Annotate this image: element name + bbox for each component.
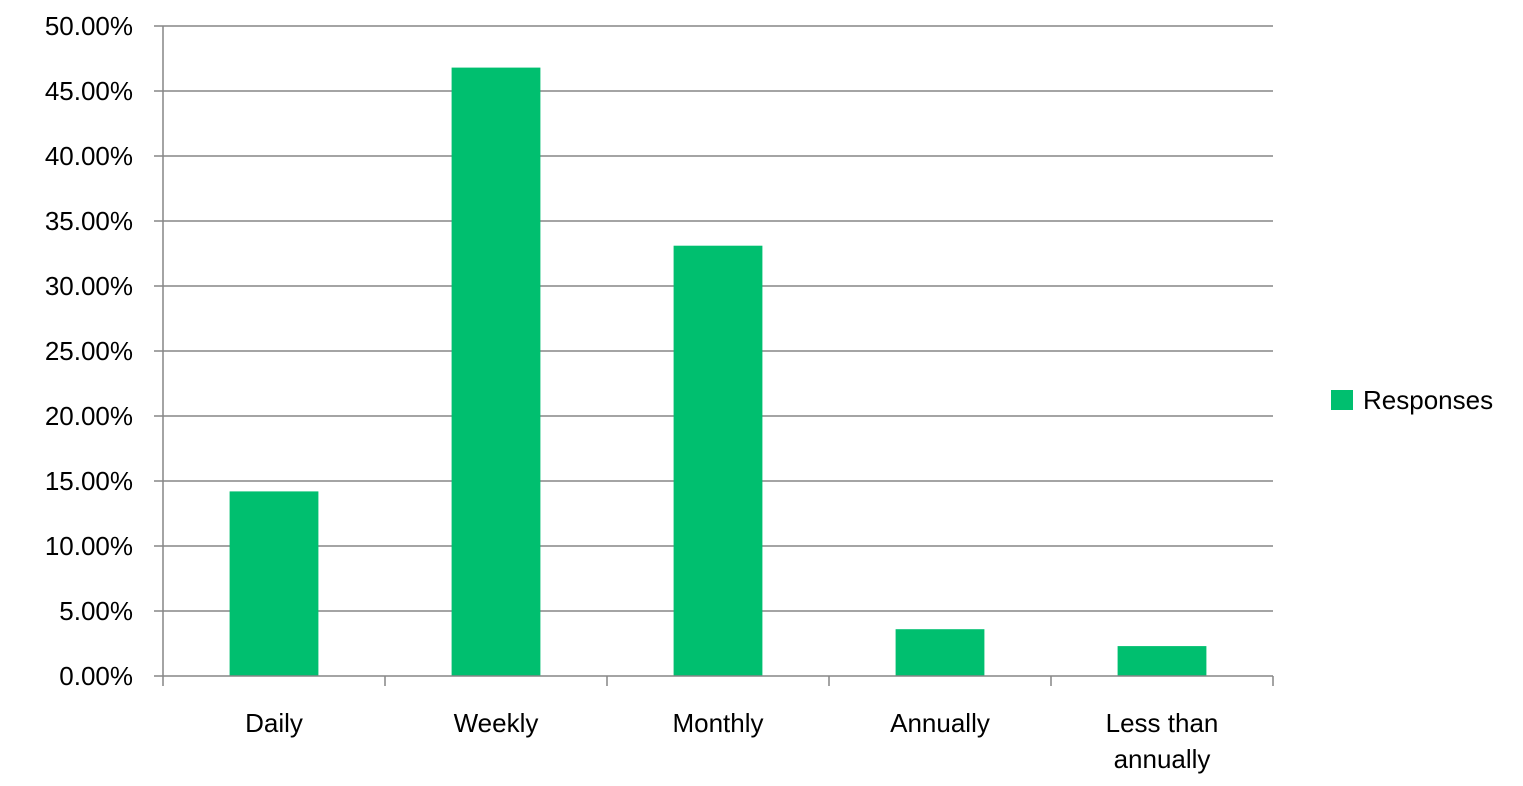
x-tick-label: Weekly [454, 708, 539, 738]
bar-monthly [673, 245, 763, 676]
y-tick-label: 20.00% [45, 401, 133, 431]
y-tick-label: 5.00% [59, 596, 133, 626]
x-tick-label: Less than annually [1106, 708, 1219, 774]
bars [229, 67, 1207, 677]
y-axis-tick-labels: 0.00% 5.00% 10.00% 15.00% 20.00% 25.00% 30.00%… [45, 11, 133, 691]
x-tick-label: Monthly [672, 708, 763, 738]
axes [154, 25, 1274, 686]
y-tick-label: 40.00% [45, 141, 133, 171]
y-tick-label: 45.00% [45, 76, 133, 106]
y-tick-label: 30.00% [45, 271, 133, 301]
y-tick-label: 35.00% [45, 206, 133, 236]
y-tick-label: 50.00% [45, 11, 133, 41]
x-tick-label: Annually [890, 708, 990, 738]
bar-daily [229, 491, 319, 676]
legend-swatch [1331, 390, 1353, 410]
bar-annually [895, 629, 985, 676]
bar-less-than-annually [1117, 646, 1207, 676]
legend: Responses [1331, 385, 1493, 415]
x-tick-label: Daily [245, 708, 303, 738]
y-tick-label: 10.00% [45, 531, 133, 561]
y-tick-label: 25.00% [45, 336, 133, 366]
y-tick-label: 15.00% [45, 466, 133, 496]
bar-weekly [451, 67, 541, 677]
y-tick-label: 0.00% [59, 661, 133, 691]
legend-label: Responses [1363, 385, 1493, 415]
x-axis-tick-labels: Daily Weekly Monthly Annually Less than annua… [245, 708, 1218, 774]
